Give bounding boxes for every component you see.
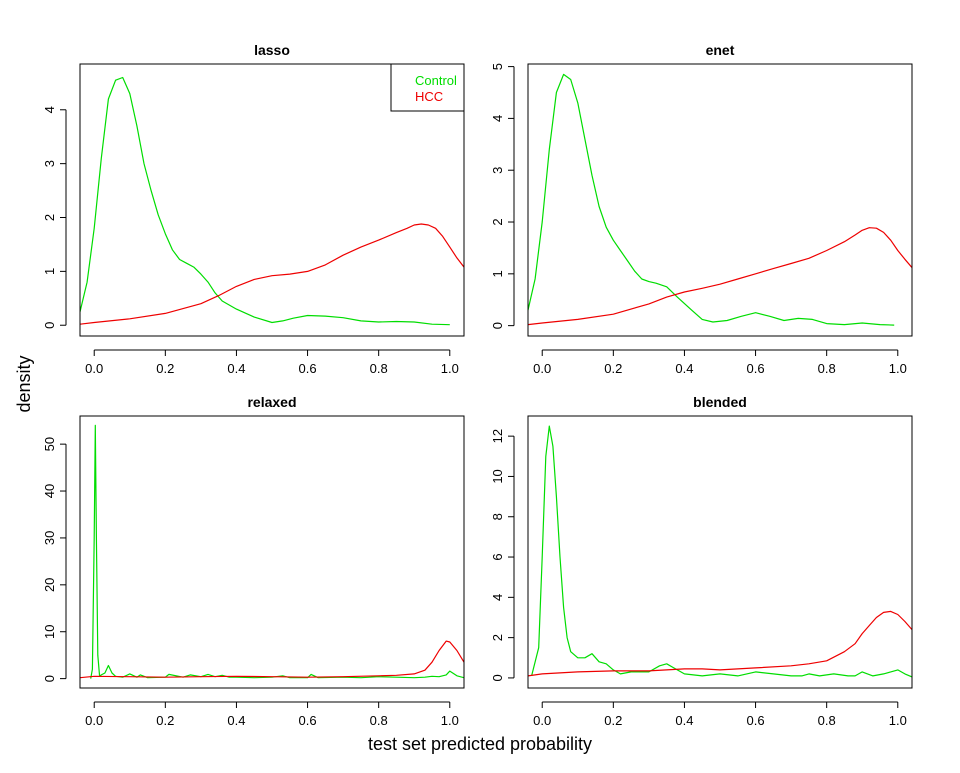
series-line-hcc (80, 223, 464, 325)
y-tick-label: 0 (42, 675, 57, 682)
y-tick-label: 3 (490, 167, 505, 174)
panel-relaxed: relaxed 0.0 0.2 0.4 0.6 0.8 1.0 0 10 20 30 40 50 (42, 394, 465, 728)
x-tick-label: 0.6 (299, 713, 317, 728)
y-tick-label: 0 (490, 674, 505, 681)
x-tick-label: 0.0 (533, 713, 551, 728)
series-line-control (528, 73, 895, 326)
x-tick-label: 0.4 (227, 713, 245, 728)
x-tick-label: 1.0 (441, 361, 459, 376)
x-tick-label: 1.0 (889, 361, 907, 376)
y-tick-label: 20 (42, 578, 57, 592)
x-tick-label: 0.8 (370, 713, 388, 728)
y-tick-label: 0 (42, 322, 57, 329)
y-tick-label: 4 (490, 594, 505, 601)
x-tick-label: 0.8 (818, 713, 836, 728)
y-tick-label: 2 (42, 214, 57, 221)
x-tick-label: 0.0 (85, 361, 103, 376)
x-tick-label: 0.4 (675, 361, 693, 376)
y-tick-label: 40 (42, 484, 57, 498)
y-tick-label: 6 (490, 553, 505, 560)
panel-title: relaxed (247, 394, 296, 410)
x-tick-label: 0.0 (85, 713, 103, 728)
legend-entry-hcc: HCC (415, 89, 443, 104)
y-tick-label: 2 (490, 218, 505, 225)
plot-frame (79, 415, 465, 689)
y-tick-label: 4 (42, 106, 57, 113)
x-tick-label: 0.0 (533, 361, 551, 376)
panel-blended: blended 0.0 0.2 0.4 0.6 0.8 1.0 0 2 4 6 8 10 12 (490, 394, 913, 728)
x-tick-label: 1.0 (889, 713, 907, 728)
legend-entry-control: Control (415, 73, 457, 88)
y-tick-label: 4 (490, 115, 505, 122)
legend-box (390, 63, 465, 112)
series-line-hcc (528, 227, 912, 326)
x-tick-label: 0.8 (370, 361, 388, 376)
y-tick-label: 5 (490, 63, 505, 70)
y-tick-label: 30 (42, 531, 57, 545)
y-tick-label: 1 (490, 270, 505, 277)
series-line-hcc (80, 640, 464, 679)
y-tick-label: 8 (490, 513, 505, 520)
x-tick-label: 0.2 (156, 361, 174, 376)
plot-frame (527, 415, 913, 689)
panel-enet: enet 0.0 0.2 0.4 0.6 0.8 1.0 0 1 2 3 4 5 (490, 42, 913, 376)
y-tick-label: 10 (42, 624, 57, 638)
x-tick-label: 0.6 (747, 713, 765, 728)
panel-title: blended (693, 394, 747, 410)
y-tick-label: 2 (490, 634, 505, 641)
x-tick-label: 0.2 (604, 361, 622, 376)
x-tick-label: 0.4 (675, 713, 693, 728)
series-line-control (90, 424, 464, 679)
x-tick-label: 0.6 (299, 361, 317, 376)
panel-title: enet (706, 42, 735, 58)
figure-xlabel: test set predicted probability (368, 734, 592, 754)
x-tick-label: 0.6 (747, 361, 765, 376)
x-tick-label: 0.2 (156, 713, 174, 728)
plot-frame (79, 63, 465, 337)
series-line-control (80, 76, 450, 326)
panel-title: lasso (254, 42, 290, 58)
series-line-control (531, 425, 912, 678)
x-tick-label: 0.4 (227, 361, 245, 376)
x-tick-label: 1.0 (441, 713, 459, 728)
x-tick-label: 0.2 (604, 713, 622, 728)
y-tick-label: 0 (490, 322, 505, 329)
y-tick-label: 50 (42, 437, 57, 451)
y-tick-label: 12 (490, 429, 505, 443)
x-tick-label: 0.8 (818, 361, 836, 376)
y-tick-label: 3 (42, 160, 57, 167)
plot-frame (527, 63, 913, 337)
series-line-hcc (528, 610, 912, 677)
y-tick-label: 1 (42, 268, 57, 275)
figure-ylabel: density (14, 355, 34, 412)
y-tick-label: 10 (490, 469, 505, 483)
